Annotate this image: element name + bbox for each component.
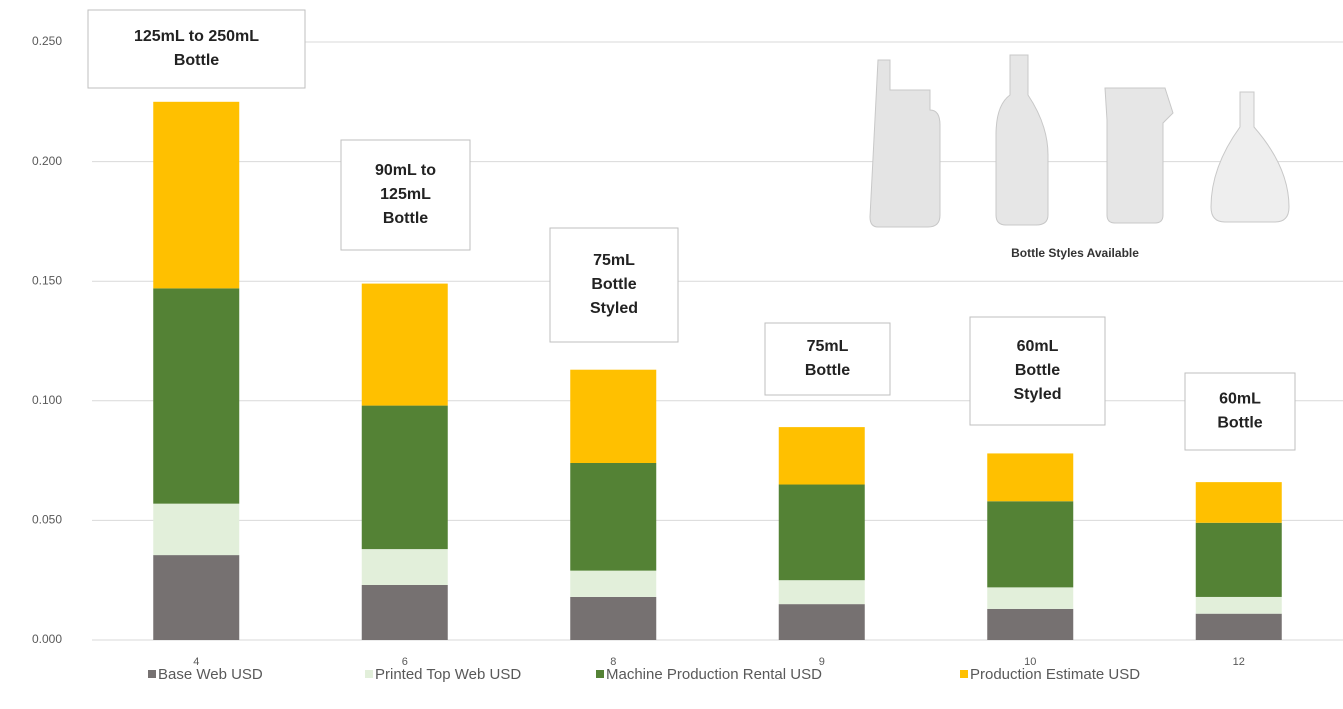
x-tick-label: 8	[610, 656, 616, 668]
bar-segment	[778, 580, 865, 605]
bar-segment	[361, 283, 448, 406]
bottle	[869, 59, 941, 228]
bottle	[995, 54, 1049, 226]
annotation-box	[340, 139, 471, 251]
y-tick-label: 0.050	[32, 513, 62, 527]
annotation-box	[1184, 372, 1296, 451]
legend-swatch	[148, 670, 156, 678]
annotation-text: 75mL	[593, 252, 635, 269]
bar-segment	[1195, 596, 1282, 614]
x-tick-label: 12	[1233, 656, 1245, 668]
bar-segment	[570, 596, 657, 640]
legend-label: Printed Top Web USD	[375, 666, 521, 683]
legend-swatch	[960, 670, 968, 678]
bar-segment	[570, 369, 657, 463]
legend-swatch	[596, 670, 604, 678]
annotation-text: Bottle	[174, 52, 219, 69]
annotation-text: 125mL	[380, 186, 431, 203]
bar-segment	[778, 427, 865, 485]
annotation-text: Bottle	[591, 276, 636, 293]
x-tick-label: 6	[402, 656, 408, 668]
y-tick-label: 0.100	[32, 393, 62, 407]
bar-segment	[987, 501, 1074, 588]
annotation-box	[764, 322, 891, 396]
bar-segment	[1195, 482, 1282, 523]
annotation-box	[87, 9, 306, 89]
bar-segment	[153, 288, 240, 504]
bar-segment	[987, 587, 1074, 609]
bar-segment	[153, 101, 240, 289]
bar-segment	[570, 570, 657, 597]
annotation-box	[969, 316, 1106, 426]
bar-segment	[1195, 522, 1282, 597]
annotation-text: 125mL to 250mL	[134, 28, 259, 45]
bar-segment	[778, 484, 865, 581]
annotation-text: 60mL	[1219, 391, 1261, 408]
bottle	[1104, 87, 1174, 224]
bar-segment	[570, 462, 657, 571]
x-tick-label: 9	[819, 656, 825, 668]
legend-label: Production Estimate USD	[970, 666, 1140, 683]
bar-segment	[361, 549, 448, 585]
y-tick-label: 0.250	[32, 34, 62, 48]
annotation-text: Styled	[1013, 386, 1061, 403]
bar-segment	[153, 503, 240, 556]
annotation-text: 75mL	[807, 338, 849, 355]
annotation-text: Bottle	[383, 210, 428, 227]
bar-segment	[987, 608, 1074, 640]
y-tick-label: 0.150	[32, 273, 62, 287]
annotation-text: 90mL to	[375, 162, 436, 179]
annotation-text: 60mL	[1017, 338, 1059, 355]
x-tick-label: 10	[1024, 656, 1036, 668]
annotation-text: Styled	[590, 300, 638, 317]
legend-label: Machine Production Rental USD	[606, 666, 822, 683]
y-tick-label: 0.000	[32, 632, 62, 646]
x-tick-label: 4	[193, 656, 199, 668]
legend-swatch	[365, 670, 373, 678]
annotation-text: Bottle	[805, 362, 850, 379]
legend-label: Base Web USD	[158, 666, 263, 683]
bar-segment	[153, 555, 240, 640]
image-caption: Bottle Styles Available	[1011, 246, 1139, 260]
bottle-images	[869, 54, 1290, 228]
annotation-text: Bottle	[1015, 362, 1060, 379]
bar-segment	[361, 405, 448, 550]
bar-segment	[1195, 613, 1282, 640]
bar-segment	[361, 584, 448, 640]
y-tick-label: 0.200	[32, 154, 62, 168]
bar-segment	[778, 604, 865, 640]
annotation-box	[549, 227, 679, 343]
bottle	[1210, 91, 1290, 223]
annotation-text: Bottle	[1217, 415, 1262, 432]
bar-segment	[987, 453, 1074, 502]
